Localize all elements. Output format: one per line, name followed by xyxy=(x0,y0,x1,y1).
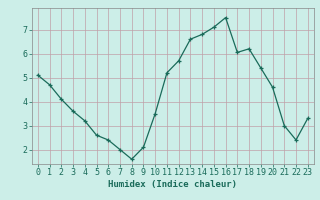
X-axis label: Humidex (Indice chaleur): Humidex (Indice chaleur) xyxy=(108,180,237,189)
